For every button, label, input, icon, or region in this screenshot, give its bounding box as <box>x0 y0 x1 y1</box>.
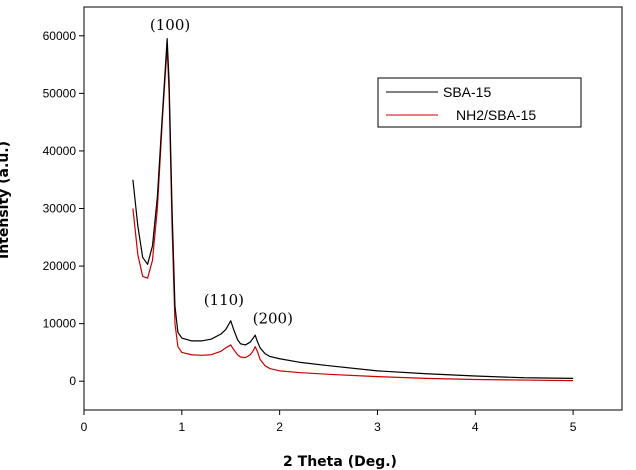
y-tick-label: 40000 <box>43 144 77 158</box>
x-tick-label: 0 <box>81 420 88 434</box>
y-tick-label: 20000 <box>43 259 77 273</box>
x-tick-label: 3 <box>374 420 381 434</box>
series-layer <box>132 38 574 382</box>
y-tick-label: 10000 <box>43 317 77 331</box>
x-tick-label: 1 <box>178 420 185 434</box>
plot-frame <box>83 6 623 411</box>
y-axis-title: Intensity (a.u.) <box>0 141 12 259</box>
y-tick-label: 30000 <box>43 202 77 216</box>
y-tick-label: 0 <box>69 374 76 388</box>
peak-annotation: (100) <box>150 16 190 34</box>
annotation-layer: (100) (110) (200) <box>150 16 293 328</box>
y-axis-ticks: 0 10000 20000 30000 40000 50000 60000 <box>43 29 84 388</box>
legend-label-nh2-sba15: NH2/SBA-15 <box>456 107 536 123</box>
x-axis-ticks: 0 1 2 3 4 5 <box>81 410 577 434</box>
series-line-0 <box>132 38 574 379</box>
x-tick-label: 4 <box>472 420 479 434</box>
peak-annotation: (200) <box>253 310 293 328</box>
y-tick-label: 60000 <box>43 29 77 43</box>
legend: SBA-15 NH2/SBA-15 <box>377 77 582 128</box>
peak-annotation: (110) <box>204 291 244 309</box>
y-tick-label: 50000 <box>43 86 77 100</box>
legend-box <box>377 77 582 128</box>
x-tick-label: 2 <box>276 420 283 434</box>
x-tick-label: 5 <box>570 420 577 434</box>
x-axis-title: 2 Theta (Deg.) <box>283 454 397 470</box>
legend-label-sba15: SBA-15 <box>443 84 491 100</box>
